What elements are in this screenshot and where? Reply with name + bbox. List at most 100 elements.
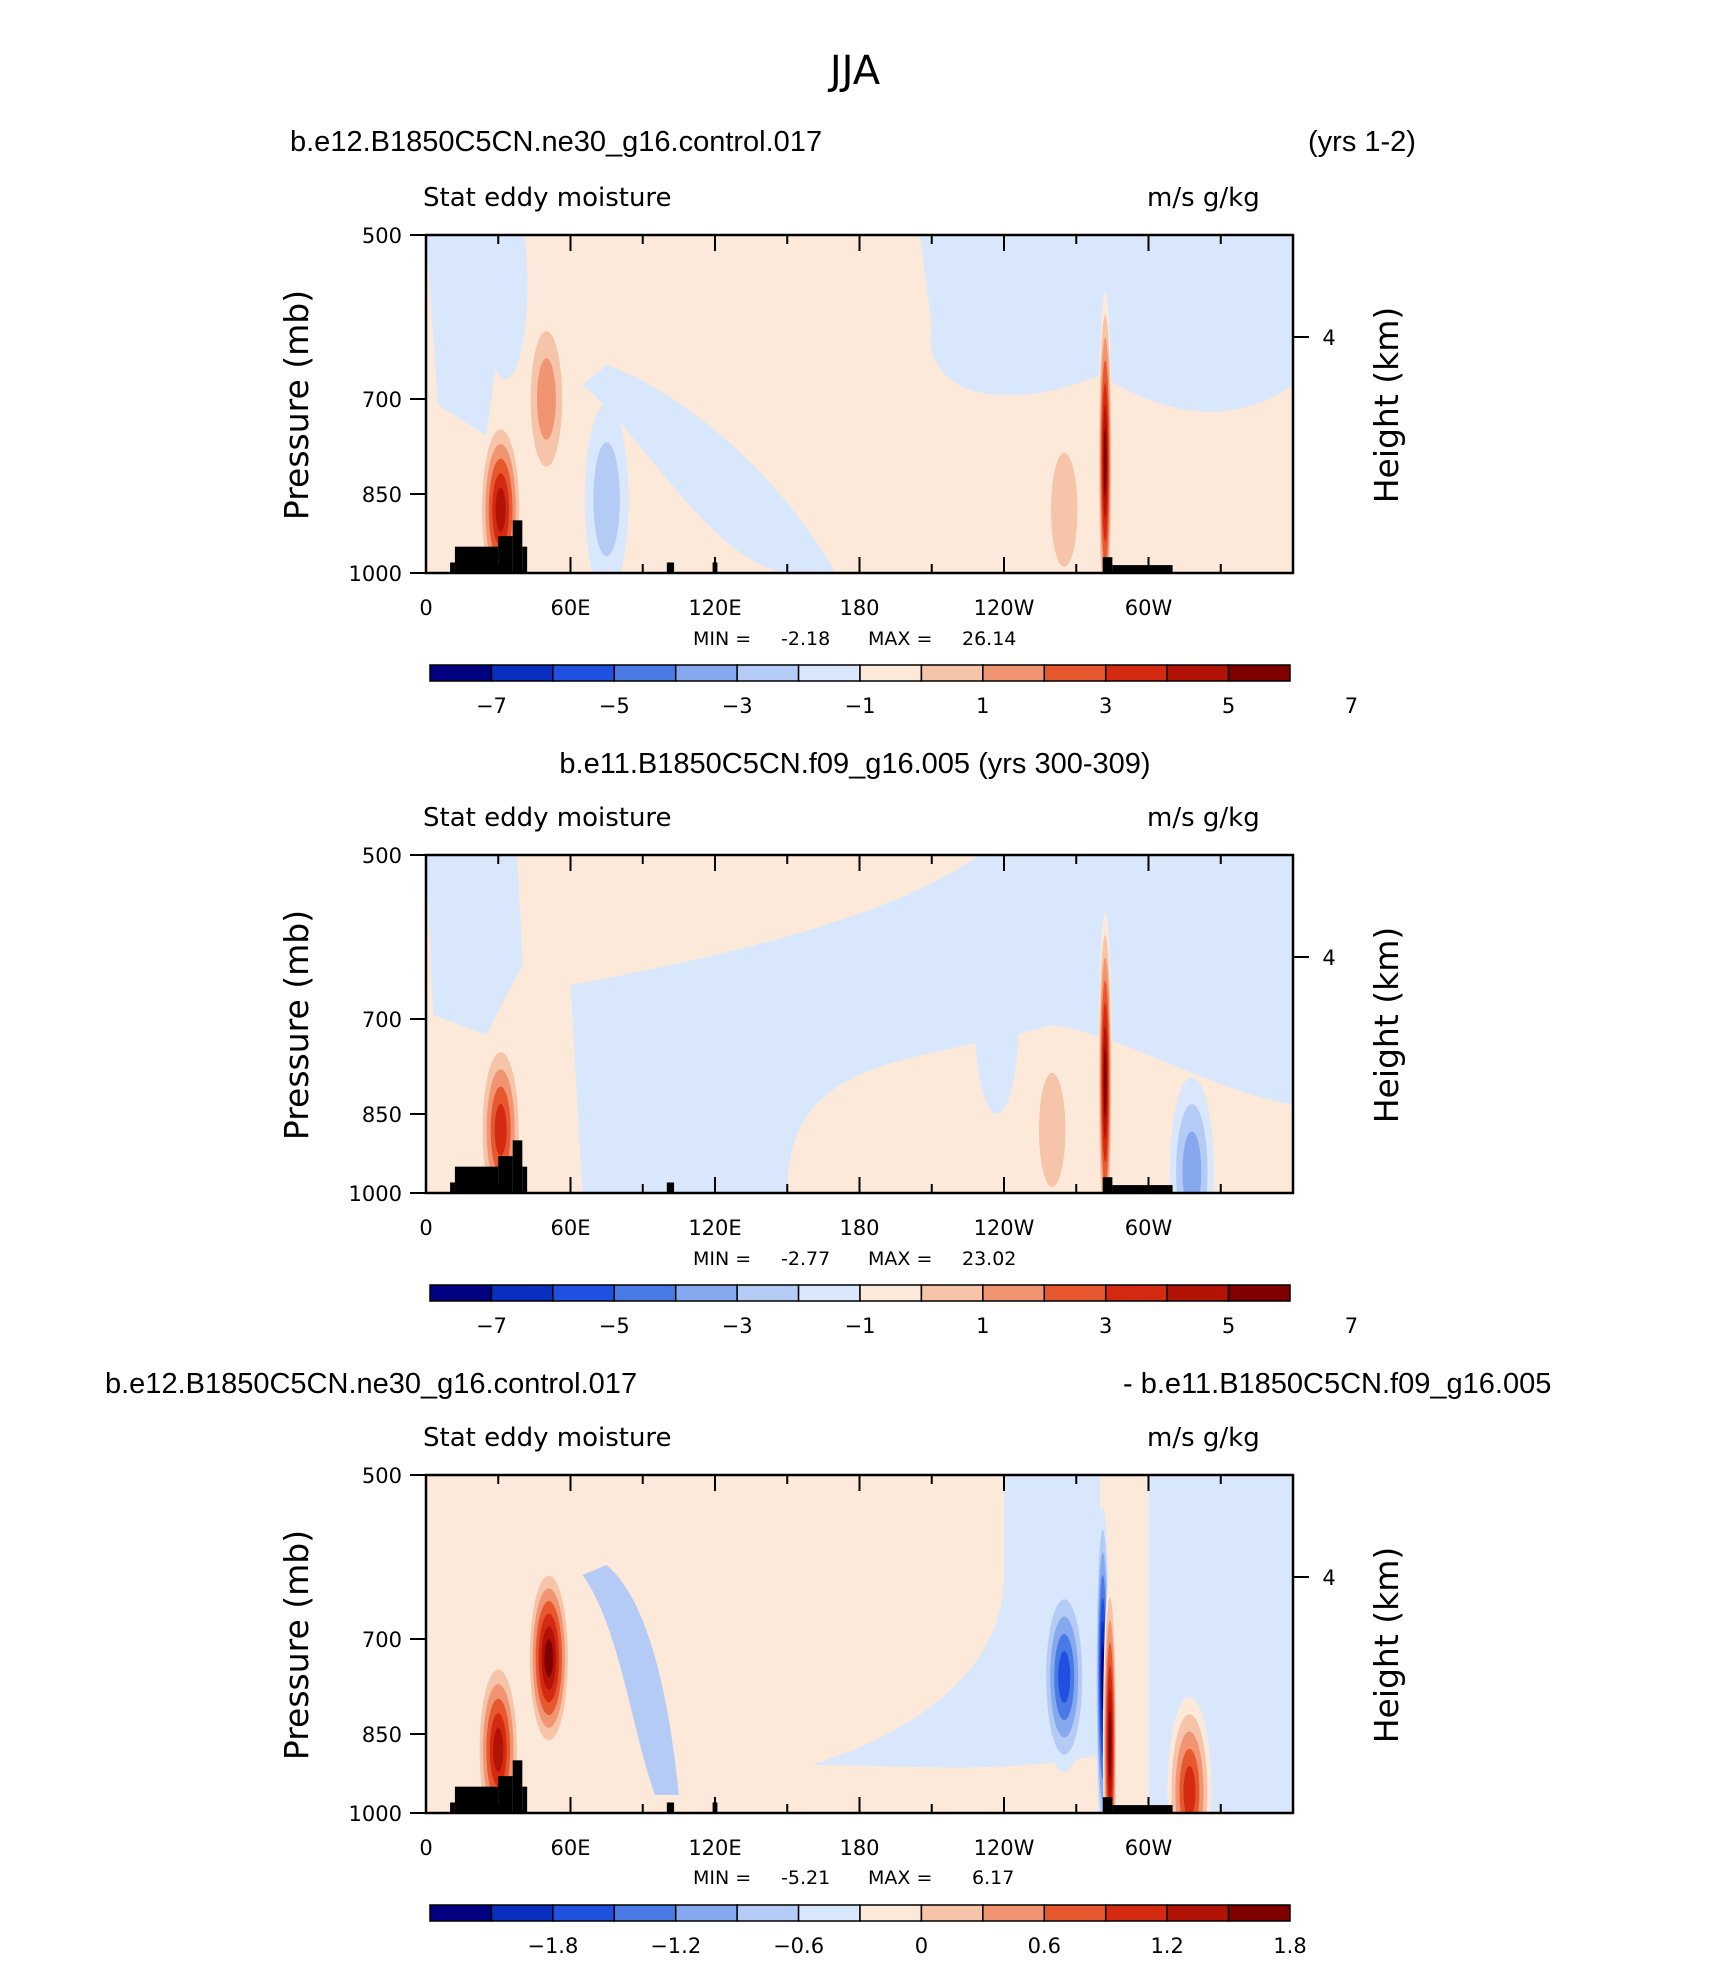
contour-feature (1182, 1131, 1202, 1193)
topography (666, 1182, 675, 1193)
colorbar-tick-label: −1 (845, 694, 876, 718)
field-panel-2 (426, 855, 1293, 1193)
negative-region (426, 855, 523, 1035)
x-tick-label: 0 (419, 1216, 432, 1240)
panel-3-units: m/s g/kg (1147, 1423, 1260, 1453)
colorbar-tick-label: −5 (599, 1314, 630, 1338)
colorbar-swatch (552, 1284, 616, 1302)
panel-1-max-value: 26.14 (962, 628, 1017, 650)
colorbar-tick-label: 1 (976, 694, 989, 718)
y-tick-label: 1000 (349, 1802, 402, 1826)
colorbar-swatch (429, 664, 493, 682)
x-tick-label: 60E (551, 1836, 591, 1860)
colorbar-tick-label: 1.8 (1273, 1934, 1306, 1958)
x-tick-label: 60E (551, 596, 591, 620)
colorbar-swatch (674, 1904, 738, 1922)
colorbar-tick-label: 7 (1345, 694, 1358, 718)
y-tick-label: 700 (362, 1628, 402, 1652)
y2-tick-label: 4 (1322, 1566, 1335, 1590)
colorbar-swatch (797, 1904, 861, 1922)
contour-feature (495, 487, 506, 532)
colorbar-swatch (982, 1284, 1046, 1302)
topography (522, 1166, 528, 1193)
topography (1112, 1805, 1173, 1813)
topography (454, 1786, 499, 1813)
panel-1-max-label: MAX = (868, 628, 933, 650)
colorbar-swatch (1166, 664, 1230, 682)
topography (1112, 565, 1173, 573)
colorbar-tick-label: 1.2 (1150, 1934, 1183, 1958)
colorbar-swatch (1227, 664, 1291, 682)
colorbar-tick-label: 7 (1345, 1314, 1358, 1338)
colorbar-tick-label: −1.8 (527, 1934, 578, 1958)
colorbar-swatch (613, 1904, 677, 1922)
panel-3-max-value: 6.17 (972, 1867, 1015, 1889)
x-tick-label: 180 (839, 596, 879, 620)
colorbar-tick-label: 3 (1099, 1314, 1112, 1338)
y-tick-label: 700 (362, 388, 402, 412)
topography (522, 546, 528, 573)
panel-1-variable: Stat eddy moisture (423, 183, 672, 213)
colorbar-swatch (613, 664, 677, 682)
colorbar-swatch (736, 1284, 800, 1302)
panel-3-min-value: -5.21 (781, 1867, 831, 1889)
colorbar-swatch (674, 664, 738, 682)
topography (1102, 557, 1113, 573)
colorbar-swatch (1043, 1284, 1107, 1302)
colorbar-swatch (674, 1284, 738, 1302)
colorbar-swatch (1104, 664, 1168, 682)
contour-feature (493, 1727, 504, 1772)
panel-1-min-label: MIN = (693, 628, 752, 650)
y2-tick-label: 4 (1322, 946, 1335, 970)
x-tick-label: 120E (688, 1216, 741, 1240)
colorbar-swatch (920, 664, 984, 682)
panel-3-case-left: b.e12.B1850C5CN.ne30_g16.control.017 (105, 1368, 638, 1400)
x-tick-label: 120E (688, 596, 741, 620)
x-tick-label: 0 (419, 1836, 432, 1860)
colorbar-swatch (859, 1904, 923, 1922)
colorbar-swatch (736, 664, 800, 682)
colorbar-swatch (920, 1904, 984, 1922)
x-tick-label: 120E (688, 1836, 741, 1860)
y-tick-label: 500 (362, 224, 402, 248)
y-axis-label: Pressure (mb) (277, 1530, 316, 1760)
colorbar-swatch (552, 664, 616, 682)
panel-1-case-left: b.e12.B1850C5CN.ne30_g16.control.017 (290, 126, 823, 158)
panel-2-min-label: MIN = (693, 1248, 752, 1270)
x-tick-label: 60W (1125, 1216, 1173, 1240)
x-tick-label: 120W (974, 1216, 1035, 1240)
colorbar-swatch (429, 1284, 493, 1302)
y-tick-label: 1000 (349, 562, 402, 586)
contour-feature (1051, 452, 1078, 567)
colorbar-swatch (490, 664, 554, 682)
colorbar-tick-label: −5 (599, 694, 630, 718)
contour-feature (1103, 428, 1107, 497)
y-axis-label: Pressure (mb) (277, 290, 316, 520)
colorbar-swatch (1104, 1284, 1168, 1302)
panel-3-min-label: MIN = (693, 1867, 752, 1889)
topography (498, 1776, 513, 1813)
colorbar-swatch (1166, 1284, 1230, 1302)
colorbar-swatch (736, 1904, 800, 1922)
contour-feature (1183, 1766, 1196, 1813)
contour-feature (1103, 1048, 1107, 1117)
y-tick-label: 500 (362, 844, 402, 868)
colorbar-swatch (1166, 1904, 1230, 1922)
figure-title: JJA (829, 48, 881, 94)
x-tick-label: 60W (1125, 596, 1173, 620)
y-tick-label: 700 (362, 1008, 402, 1032)
topography (1112, 1185, 1173, 1193)
contour-feature (483, 235, 528, 380)
colorbar-tick-label: −7 (476, 1314, 507, 1338)
colorbar-tick-label: −0.6 (773, 1934, 824, 1958)
contour-feature (536, 358, 556, 440)
y-axis-label: Pressure (mb) (277, 910, 316, 1140)
topography (666, 562, 675, 573)
topography (512, 1140, 523, 1193)
colorbar-tick-label: 0.6 (1028, 1934, 1061, 1958)
panel-3-variable: Stat eddy moisture (423, 1423, 672, 1453)
contour-feature (1058, 1651, 1071, 1703)
colorbar-tick-label: −1 (845, 1314, 876, 1338)
y-tick-label: 850 (362, 1103, 402, 1127)
